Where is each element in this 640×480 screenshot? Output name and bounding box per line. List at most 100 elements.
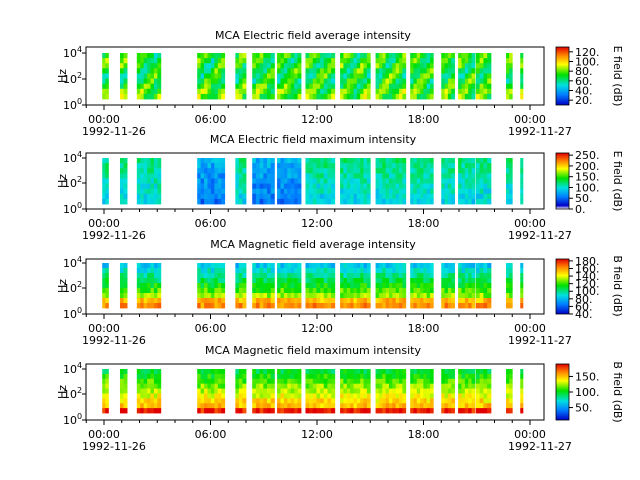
- spectrogram-cell: [204, 388, 208, 394]
- plot-frame: [85, 363, 545, 421]
- spectrogram-cell: [153, 158, 158, 164]
- spectrogram-cell: [464, 163, 469, 169]
- spectrogram-cell: [423, 83, 428, 90]
- spectrogram-cell: [447, 198, 452, 205]
- spectrogram-cell: [197, 298, 202, 304]
- spectrogram-cell: [277, 188, 281, 195]
- spectrogram-cell: [255, 58, 261, 64]
- spectrogram-cell: [331, 378, 336, 385]
- spectrogram-cell: [238, 393, 243, 399]
- spectrogram-cell: [287, 83, 292, 90]
- spectrogram-cell: [447, 158, 452, 164]
- spectrogram-cell: [204, 93, 208, 100]
- spectrogram-cell: [147, 83, 151, 90]
- spectrogram-cell: [242, 63, 247, 69]
- spectrogram-cell: [378, 388, 383, 394]
- spectrogram-cell: [263, 268, 268, 274]
- spectrogram-cell: [102, 378, 106, 385]
- spectrogram-cell: [346, 188, 351, 195]
- spectrogram-cell: [464, 278, 469, 284]
- spectrogram-cell: [356, 93, 361, 100]
- spectrogram-cell: [447, 268, 452, 274]
- spectrogram-cell: [509, 58, 513, 64]
- spectrogram-cell: [461, 78, 466, 85]
- panel-b-avg: MCA Magnetic field average intensity 00:…: [56, 238, 624, 347]
- spectrogram-cell: [402, 173, 407, 179]
- spectrogram-cell: [327, 93, 332, 100]
- spectrogram-cell: [105, 158, 109, 164]
- spectrogram-cell: [140, 403, 145, 409]
- spectrogram-cell: [441, 178, 445, 184]
- spectrogram-cell: [346, 158, 351, 164]
- spectrogram-cell: [375, 398, 380, 404]
- spectrogram-cell: [221, 68, 226, 74]
- spectrogram-cell: [458, 373, 462, 380]
- spectrogram-cell: [447, 288, 452, 294]
- spectrogram-cell: [378, 63, 383, 69]
- spectrogram-cell: [150, 173, 155, 179]
- spectrogram-cell: [147, 53, 151, 59]
- spectrogram-cell: [263, 278, 268, 284]
- spectrogram-cell: [255, 53, 261, 59]
- spectrogram-cell: [479, 93, 484, 100]
- spectrogram-cell: [327, 288, 332, 294]
- spectrogram-cell: [153, 73, 158, 79]
- spectrogram-cell: [320, 388, 325, 394]
- spectrogram-cell: [287, 303, 292, 309]
- spectrogram-cell: [242, 178, 247, 184]
- spectrogram-cell: [267, 178, 272, 184]
- y-tick-label: 100: [63, 412, 82, 427]
- spectrogram-cell: [280, 168, 285, 174]
- spectrogram-cell: [429, 193, 434, 200]
- spectrogram-cell: [153, 403, 158, 409]
- spectrogram-cell: [382, 263, 387, 269]
- spectrogram-cell: [105, 263, 109, 269]
- spectrogram-cell: [207, 168, 212, 174]
- spectrogram-cell: [506, 63, 510, 69]
- spectrogram-cell: [451, 193, 455, 200]
- spectrogram-cell: [395, 193, 400, 200]
- spectrogram-cell: [297, 268, 302, 274]
- spectrogram-cell: [402, 268, 407, 274]
- spectrogram-cell: [153, 393, 158, 399]
- spectrogram-cell: [255, 278, 261, 284]
- spectrogram-cell: [235, 388, 240, 394]
- spectrogram-cell: [475, 188, 481, 195]
- spectrogram-cell: [458, 158, 462, 164]
- spectrogram-cell: [479, 378, 484, 385]
- spectrogram-cell: [441, 68, 445, 74]
- spectrogram-cell: [447, 408, 452, 414]
- spectrogram-cell: [346, 288, 351, 294]
- spectrogram-cell: [392, 373, 397, 380]
- spectrogram-cell: [423, 53, 428, 59]
- spectrogram-cell: [123, 68, 128, 74]
- spectrogram-cell: [331, 408, 336, 414]
- spectrogram-cell: [399, 303, 403, 309]
- spectrogram-cell: [105, 53, 109, 59]
- spectrogram-cell: [451, 263, 455, 269]
- spectrogram-cell: [197, 369, 202, 375]
- spectrogram-cell: [123, 373, 128, 380]
- spectrogram-cell: [238, 168, 243, 174]
- spectrogram-cell: [263, 63, 268, 69]
- spectrogram-cell: [214, 183, 219, 190]
- spectrogram-cell: [461, 373, 466, 380]
- spectrogram-cell: [136, 393, 141, 399]
- spectrogram-cell: [277, 378, 281, 385]
- spectrogram-cell: [483, 298, 488, 304]
- spectrogram-cell: [280, 263, 285, 269]
- spectrogram-cell: [464, 53, 469, 59]
- spectrogram-cell: [102, 263, 106, 269]
- spectrogram-cell: [479, 408, 484, 414]
- spectrogram-cell: [451, 288, 455, 294]
- spectrogram-cell: [147, 293, 151, 299]
- spectrogram-cell: [280, 273, 285, 279]
- spectrogram-cell: [150, 288, 155, 294]
- spectrogram-cell: [458, 68, 462, 74]
- spectrogram-cell: [395, 158, 400, 164]
- spectrogram-cell: [312, 168, 317, 174]
- colorbar-tick-label: 160.: [575, 262, 600, 275]
- spectrogram-cell: [451, 369, 455, 375]
- spectrogram-cell: [270, 288, 275, 294]
- spectrogram-cell: [320, 398, 325, 404]
